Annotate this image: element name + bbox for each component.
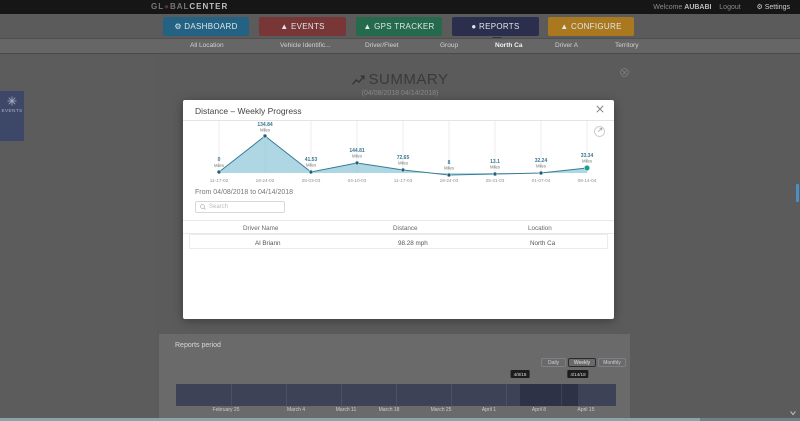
svg-text:Miles: Miles <box>306 163 316 168</box>
svg-text:11-17-02: 11-17-02 <box>210 178 229 183</box>
svg-text:Miles: Miles <box>490 165 500 170</box>
svg-text:Miles: Miles <box>398 161 408 166</box>
svg-text:25-31-03: 25-31-03 <box>486 178 505 183</box>
svg-text:18-24-02: 18-24-02 <box>256 178 275 183</box>
svg-text:25-03-03: 25-03-03 <box>302 178 321 183</box>
svg-text:04-10-03: 04-10-03 <box>348 178 367 183</box>
svg-text:Miles: Miles <box>214 163 224 168</box>
svg-text:Miles: Miles <box>536 164 546 169</box>
svg-text:18-24-03: 18-24-03 <box>440 178 459 183</box>
svg-text:Miles: Miles <box>582 159 592 164</box>
svg-text:11-17-03: 11-17-03 <box>394 178 413 183</box>
svg-text:Miles: Miles <box>352 154 362 159</box>
svg-text:01-07-04: 01-07-04 <box>532 178 551 183</box>
svg-text:Miles: Miles <box>444 166 454 171</box>
svg-text:Miles: Miles <box>260 128 270 133</box>
svg-text:08-14-04: 08-14-04 <box>578 178 597 183</box>
